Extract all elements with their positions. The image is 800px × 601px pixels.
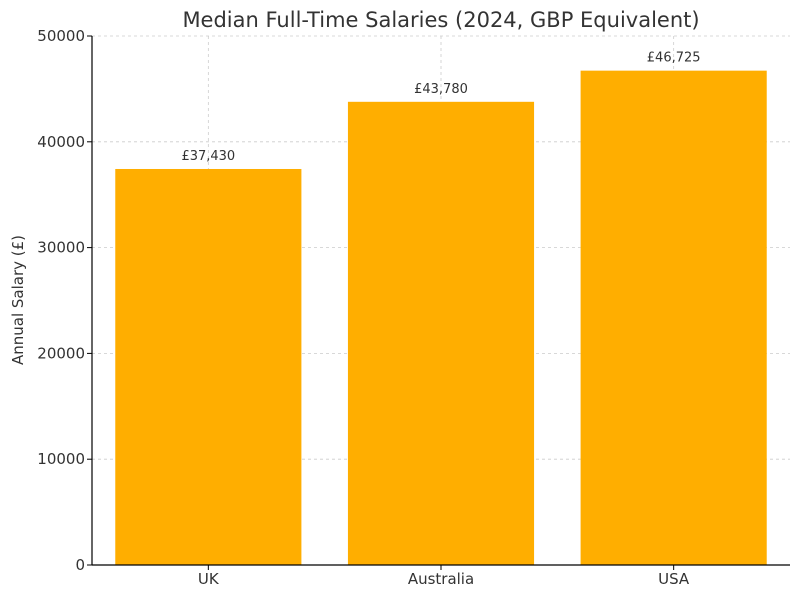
bar-layer — [115, 70, 767, 565]
x-tick-label-uk: UK — [198, 570, 220, 588]
y-tick-label-3: 30000 — [37, 239, 85, 257]
y-tick-label-5: 50000 — [37, 27, 85, 45]
bar-usa — [580, 70, 767, 565]
y-tick-label-2: 20000 — [37, 344, 85, 362]
label-layer: £37,430 UK £43,780 Australia £46,725 USA 0 1000… — [37, 27, 700, 588]
chart-title: Median Full-Time Salaries (2024, GBP Equ… — [182, 8, 699, 32]
y-tick-label-1: 10000 — [37, 450, 85, 468]
y-tick-label-4: 40000 — [37, 133, 85, 151]
y-tick-label-0: 0 — [75, 556, 85, 574]
bar-uk — [115, 168, 302, 565]
data-label-australia: £43,780 — [414, 82, 468, 97]
x-tick-label-australia: Australia — [408, 570, 474, 588]
data-label-usa: £46,725 — [647, 51, 701, 66]
data-label-uk: £37,430 — [181, 149, 235, 164]
y-axis-label: Annual Salary (£) — [9, 235, 27, 365]
x-tick-label-usa: USA — [658, 570, 690, 588]
bar-australia — [347, 101, 535, 565]
axis-layer — [87, 35, 790, 570]
